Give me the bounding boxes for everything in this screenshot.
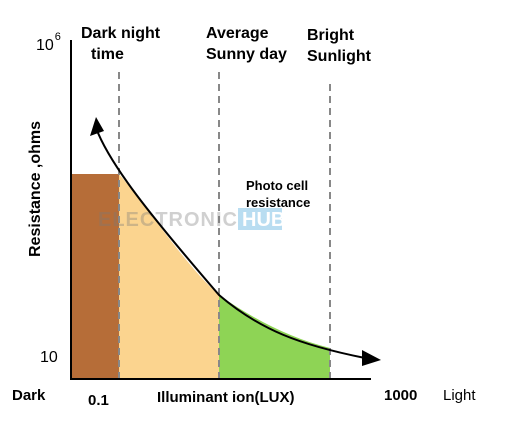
curve-label-2: resistance <box>246 195 310 210</box>
bright-label-2: Sunlight <box>307 48 372 65</box>
curve-arrow-bottom <box>362 350 381 366</box>
curve-label-1: Photo cell <box>246 178 308 193</box>
average-label-1: Average <box>206 25 269 42</box>
x-tick-high: 1000 <box>384 387 417 404</box>
svg-text:HUB: HUB <box>242 209 285 231</box>
dark-night-label-1: Dark night <box>81 25 161 42</box>
x-left-end-label: Dark <box>12 387 46 404</box>
average-region-fill <box>119 174 219 379</box>
y-tick-top: 106 <box>36 31 61 54</box>
x-tick-low: 0.1 <box>88 392 109 409</box>
y-axis-label: Resistance ,ohms <box>27 121 44 257</box>
dark-region-fill <box>71 174 119 379</box>
curve-arrow-top <box>90 117 104 136</box>
svg-text:ELECTRONICS: ELECTRONICS <box>98 209 252 231</box>
bright-label-1: Bright <box>307 27 355 44</box>
y-tick-bottom: 10 <box>40 349 58 366</box>
x-right-end-label: Light <box>443 387 476 404</box>
dark-night-label-2: time <box>91 46 124 63</box>
average-label-2: Sunny day <box>206 46 287 63</box>
x-axis-title: Illuminant ion(LUX) <box>157 389 294 406</box>
resistance-curve <box>95 127 366 359</box>
watermark: ELECTRONICS HUB <box>98 208 285 231</box>
